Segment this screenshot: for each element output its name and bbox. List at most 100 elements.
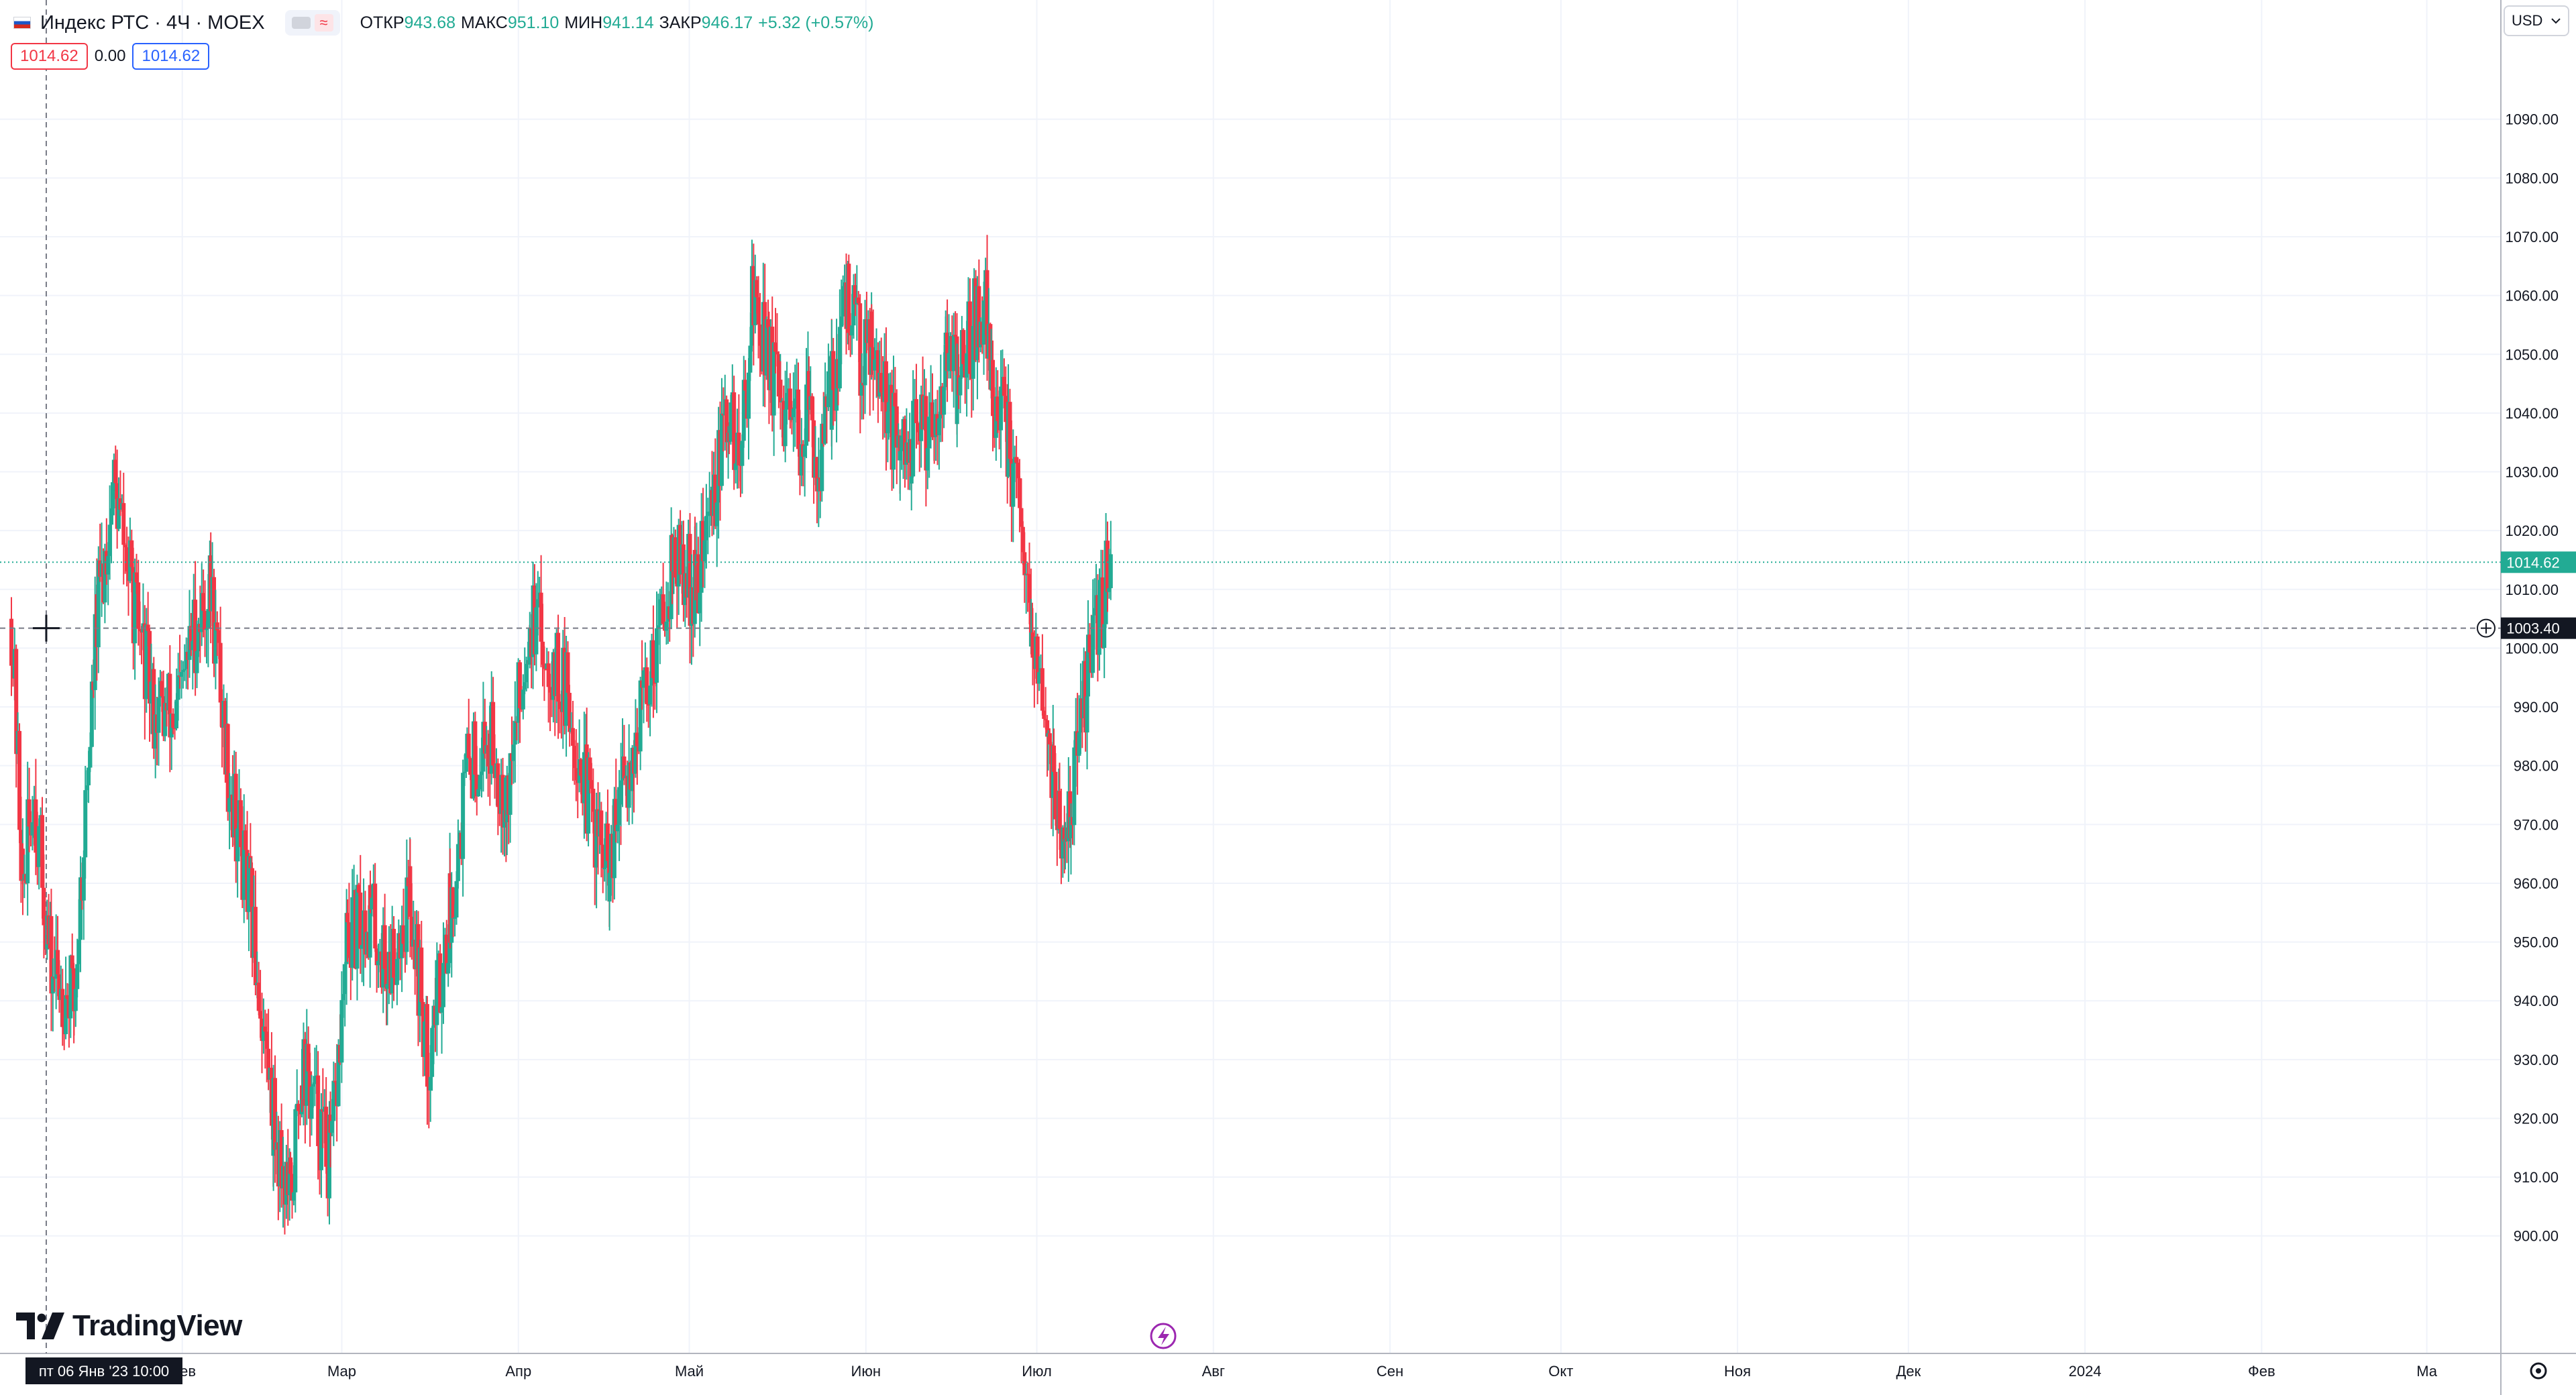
candle-body [771, 342, 776, 416]
chart-grid [0, 0, 2501, 1353]
candle-body [368, 885, 372, 958]
candle-body [65, 995, 70, 999]
candle-body [859, 382, 864, 396]
candle-body [103, 551, 107, 603]
tradingview-logo[interactable]: TradingView [16, 1309, 242, 1343]
candle-body [911, 400, 916, 477]
crosshair-icon [32, 614, 60, 642]
candle-body [42, 887, 46, 926]
y-tick-label: 970.00 [2514, 816, 2559, 833]
candle-body [638, 680, 643, 752]
candle-body [329, 1121, 334, 1133]
candle-body [909, 476, 914, 484]
candle-body [961, 330, 966, 364]
candle-body [184, 651, 189, 669]
candle-body [871, 347, 875, 371]
last-price-tag [2501, 551, 2576, 573]
candle-body [160, 681, 164, 697]
candle-body [574, 768, 578, 781]
candle-body [1011, 463, 1016, 507]
candle-body [1077, 732, 1081, 756]
candle-body [775, 351, 780, 355]
candle-body [719, 413, 724, 486]
candle-body [78, 877, 83, 940]
candle-body [215, 622, 219, 630]
ohlc-close: ЗАКР946.17 [659, 13, 753, 32]
candle-body [76, 940, 81, 964]
candle-body [1014, 457, 1019, 463]
candle-body [324, 1107, 329, 1167]
candle-body [615, 824, 620, 832]
candle-body [176, 675, 180, 700]
candle-body [812, 420, 816, 478]
candle-body [546, 663, 551, 687]
candle-body [441, 962, 445, 1007]
y-tick-label: 1030.00 [2505, 464, 2559, 481]
ohlc-change: +5.32 (+0.57%) [758, 13, 874, 32]
candle-body [1092, 608, 1097, 616]
candle-body [360, 945, 364, 949]
candle-body [1016, 462, 1020, 479]
sell-price[interactable]: 1014.62 [11, 43, 88, 70]
candle-body [96, 560, 101, 648]
candle-body [382, 925, 387, 969]
candle-body [707, 511, 712, 513]
candle-body [755, 280, 759, 298]
candle-body [1087, 634, 1092, 653]
candle-body [837, 327, 842, 389]
candle-body [191, 640, 195, 651]
candle-body [879, 373, 883, 393]
candle-body [182, 669, 187, 671]
candle-body [524, 663, 529, 683]
candle-body [589, 780, 594, 789]
visibility-toggle[interactable]: ≈ [284, 10, 340, 36]
candle-body [107, 524, 112, 557]
candle-body [858, 362, 863, 396]
candle-body [814, 457, 819, 492]
candle-body [34, 799, 38, 853]
candle-body [991, 359, 996, 416]
ohlc-open: ОТКР943.68 [360, 13, 456, 32]
candle-body [117, 498, 121, 529]
candle-body [568, 716, 572, 732]
candle-body [572, 746, 577, 769]
candle-body [355, 885, 360, 969]
candle-body [748, 345, 753, 373]
candle-body [1045, 720, 1050, 737]
candle-body [256, 983, 261, 1011]
candle-body [1072, 747, 1077, 826]
candle-body [541, 641, 545, 665]
y-tick-label: 1010.00 [2505, 581, 2559, 598]
y-tick-label: 960.00 [2514, 875, 2559, 892]
candle-body [331, 1080, 336, 1121]
crosshair-date-tag [25, 1357, 182, 1384]
candle-body [430, 1027, 435, 1077]
candle-body [343, 964, 347, 995]
candle-body [656, 625, 661, 628]
candle-body [764, 319, 769, 376]
candle-body [1100, 577, 1105, 649]
candle-body [401, 925, 406, 944]
currency-select[interactable]: USD [2504, 5, 2569, 36]
candle-body [766, 319, 771, 328]
candle-body [757, 324, 762, 346]
buy-price[interactable]: 1014.62 [132, 43, 210, 70]
candle-body [133, 572, 138, 644]
candle-body [508, 753, 513, 815]
candle-body [1004, 396, 1008, 423]
y-tick-label: 990.00 [2514, 699, 2559, 716]
candle-body [542, 664, 547, 669]
candle-body [1085, 634, 1090, 697]
x-tick-label: Июл [1022, 1363, 1052, 1380]
candle-body [602, 868, 607, 870]
candle-body [478, 775, 482, 789]
candle-body [25, 799, 30, 884]
candle-body [144, 624, 149, 700]
candle-body [1085, 696, 1089, 733]
candle-body [783, 409, 788, 447]
candle-body [290, 1174, 294, 1201]
candle-body [57, 974, 62, 1000]
symbol-title[interactable]: Индекс РТС · 4Ч · MOEX [40, 11, 265, 34]
